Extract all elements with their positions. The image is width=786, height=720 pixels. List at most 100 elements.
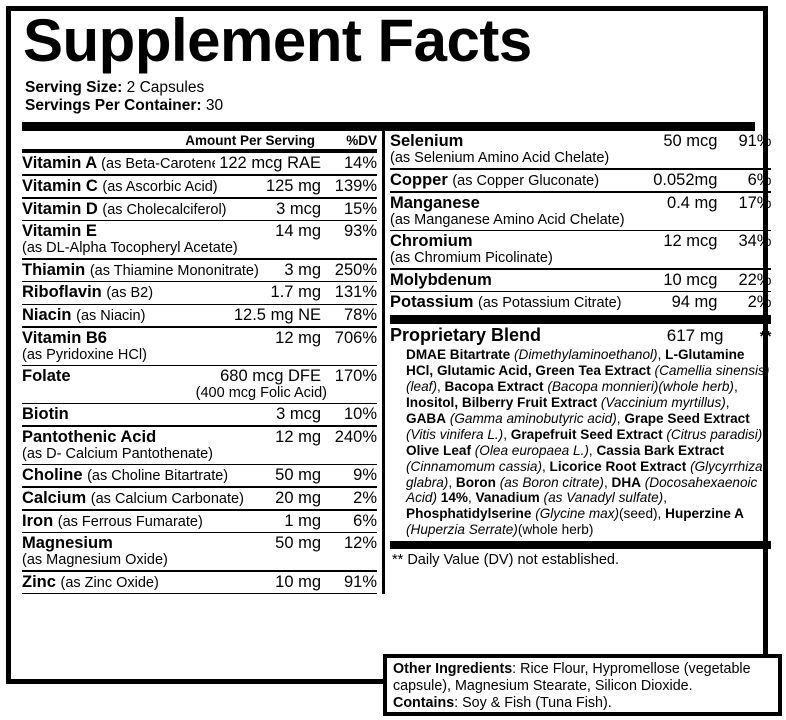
nutrient-amount: 122 mcg RAE bbox=[219, 154, 321, 173]
row-divider bbox=[22, 364, 377, 367]
nutrient-name: Vitamin B6 bbox=[22, 328, 107, 347]
nutrient-line: Magnesium 50 mg 12% bbox=[22, 534, 377, 553]
row-divider bbox=[390, 268, 772, 270]
nutrient-dv: 2% bbox=[747, 293, 772, 312]
nutrient-line: Vitamin E 14 mg 93% bbox=[22, 222, 377, 241]
nutrient-line: Selenium 50 mcg 91% bbox=[390, 132, 771, 151]
nutrient-amount: 12 mg bbox=[275, 427, 321, 446]
nutrient-dv: 93% bbox=[343, 222, 377, 241]
nutrient-amount: 50 mg bbox=[275, 466, 321, 485]
serving-info: Serving Size: 2 Capsules Servings Per Co… bbox=[25, 79, 763, 116]
nutrient-row: Molybdenum 10 mcg 22% bbox=[390, 270, 771, 291]
servings-per-container-label: Servings Per Container: bbox=[25, 97, 202, 115]
nutrient-dv: 131% bbox=[334, 283, 377, 302]
nutrient-name: Folate bbox=[22, 367, 71, 386]
nutrient-line: Riboflavin (as B2) 1.7 mg 131% bbox=[22, 283, 377, 302]
nutrient-row: Copper (as Copper Gluconate) 0.052mg 6% bbox=[390, 170, 771, 191]
nutrient-row: Niacin (as Niacin) 12.5 mg NE 78% bbox=[22, 305, 377, 326]
nutrient-amount: 125 mg bbox=[265, 176, 321, 195]
nutrient-line: Manganese 0.4 mg 17% bbox=[390, 194, 771, 213]
nutrient-line: Potassium (as Potassium Citrate) 94 mg 2% bbox=[390, 293, 771, 312]
nutrient-line: Biotin 3 mcg 10% bbox=[22, 405, 377, 424]
serving-size-label: Serving Size: bbox=[25, 78, 123, 96]
nutrient-line: Pantothenic Acid 12 mg 240% bbox=[22, 428, 377, 447]
nutrient-row: Biotin 3 mcg 10% bbox=[22, 404, 377, 425]
left-nutrient-column: Amount Per Serving %DV Vitamin A (as Bet… bbox=[22, 131, 377, 595]
proprietary-blend-header: Proprietary Blend 617 mg ** bbox=[390, 324, 771, 346]
nutrient-name: Chromium bbox=[390, 232, 473, 251]
row-divider bbox=[390, 290, 772, 293]
nutrient-row: Choline (as Choline Bitartrate) 50 mg 9% bbox=[22, 465, 377, 486]
nutrient-dv: 34% bbox=[738, 232, 772, 251]
nutrient-dv: 22% bbox=[738, 270, 772, 289]
nutrient-name: Selenium bbox=[390, 132, 464, 151]
nutrient-line: Vitamin A (as Beta-Carotene) 122 mcg RAE 1… bbox=[22, 154, 377, 173]
nutrient-name: Vitamin E bbox=[22, 222, 97, 241]
row-divider bbox=[22, 326, 377, 328]
nutrient-name: Niacin (as Niacin) bbox=[22, 306, 146, 325]
nutrient-amount: 12.5 mg NE bbox=[233, 306, 321, 325]
nutrient-row: Vitamin A (as Beta-Carotene) 122 mcg RAE 1… bbox=[22, 153, 377, 174]
row-divider bbox=[22, 258, 377, 260]
nutrient-dv: 706% bbox=[334, 328, 377, 347]
nutrient-dv: 240% bbox=[334, 427, 377, 446]
nutrient-line: Niacin (as Niacin) 12.5 mg NE 78% bbox=[22, 306, 377, 325]
nutrient-row: Zinc (as Zinc Oxide) 10 mg 91% bbox=[22, 572, 377, 593]
nutrient-row: Potassium (as Potassium Citrate) 94 mg 2% bbox=[390, 292, 771, 313]
nutrient-amount: 3 mg bbox=[284, 260, 321, 279]
nutrient-dv: 17% bbox=[738, 193, 772, 212]
nutrient-line: Vitamin D (as Cholecalciferol) 3 mcg 15% bbox=[22, 200, 377, 219]
nutrient-line: Vitamin C (as Ascorbic Acid) 125 mg 139% bbox=[22, 177, 377, 196]
nutrient-line: Folate 680 mcg DFE 170% bbox=[22, 367, 377, 386]
nutrient-line: Calcium (as Calcium Carbonate) 20 mg 2% bbox=[22, 489, 377, 508]
row-divider bbox=[22, 486, 377, 488]
row-divider bbox=[22, 303, 377, 306]
other-ingredients-box: Other Ingredients: Rice Flour, Hypromell… bbox=[383, 654, 782, 716]
nutrient-dv: 170% bbox=[334, 367, 377, 386]
nutrient-row: Vitamin E 14 mg 93% (as DL-Alpha Tocopheryl… bbox=[22, 221, 377, 258]
nutrient-amount: 680 mcg DFE bbox=[220, 367, 321, 386]
nutrient-amount: 3 mcg bbox=[276, 405, 321, 424]
nutrient-row: Magnesium 50 mg 12% (as Magnesium Oxide) bbox=[22, 533, 377, 570]
nutrient-dv: 10% bbox=[343, 405, 377, 424]
nutrient-amount: 1 mg bbox=[284, 511, 321, 530]
nutrient-line: Iron (as Ferrous Fumarate) 1 mg 6% bbox=[22, 512, 377, 531]
proprietary-blend-ingredients: DMAE Bitartrate (Dimethylaminoethanol), … bbox=[406, 347, 770, 538]
nutrient-row: Vitamin B6 12 mg 706% (as Pyridoxine HCl) bbox=[22, 328, 377, 365]
nutrient-amount: 14 mg bbox=[275, 222, 321, 241]
nutrient-dv: 6% bbox=[747, 170, 772, 189]
proprietary-blend-dv: ** bbox=[759, 328, 772, 346]
nutrient-name: Riboflavin (as B2) bbox=[22, 283, 154, 302]
nutrient-amount: 20 mg bbox=[275, 488, 321, 507]
row-divider bbox=[22, 174, 377, 176]
servings-per-container-value: 30 bbox=[205, 97, 224, 115]
row-divider bbox=[390, 191, 772, 193]
nutrient-name: Manganese bbox=[390, 193, 480, 212]
row-divider bbox=[22, 592, 377, 595]
nutrient-source-sub: (as Manganese Amino Acid Chelate) bbox=[390, 211, 625, 228]
blend-divider-bar bbox=[390, 315, 772, 325]
nutrient-line: Zinc (as Zinc Oxide) 10 mg 91% bbox=[22, 573, 377, 592]
row-divider bbox=[22, 280, 377, 283]
nutrient-dv: 91% bbox=[343, 572, 377, 591]
row-divider bbox=[22, 425, 377, 427]
nutrient-amount: 50 mcg bbox=[663, 132, 718, 151]
nutrient-row: Chromium 12 mcg 34% (as Chromium Picolinate… bbox=[390, 231, 771, 268]
nutrient-amount: 12 mcg bbox=[663, 232, 718, 251]
proprietary-blend-amount: 617 mg bbox=[666, 326, 724, 346]
nutrient-dv: 91% bbox=[738, 132, 772, 151]
nutrition-columns: Amount Per Serving %DV Vitamin A (as Bet… bbox=[22, 131, 772, 595]
nutrient-row: Folate 680 mcg DFE 170% (400 mcg Folic Acid… bbox=[22, 366, 377, 402]
nutrient-dv: 15% bbox=[343, 199, 377, 218]
nutrient-amount: 10 mcg bbox=[663, 270, 718, 289]
serving-size-line: Serving Size: 2 Capsules bbox=[25, 79, 763, 97]
main-panel: Supplement Facts Serving Size: 2 Capsule… bbox=[6, 6, 772, 684]
nutrient-dv: 14% bbox=[343, 154, 377, 173]
other-ingredients-text: Other Ingredients: Rice Flour, Hypromell… bbox=[393, 661, 751, 711]
nutrient-row: Iron (as Ferrous Fumarate) 1 mg 6% bbox=[22, 511, 377, 532]
nutrient-name: Magnesium bbox=[22, 534, 113, 553]
nutrient-source-sub: (as D- Calcium Pantothenate) bbox=[22, 445, 213, 462]
row-divider bbox=[22, 402, 377, 405]
nutrient-name: Vitamin A (as Beta-Carotene) bbox=[22, 154, 216, 173]
